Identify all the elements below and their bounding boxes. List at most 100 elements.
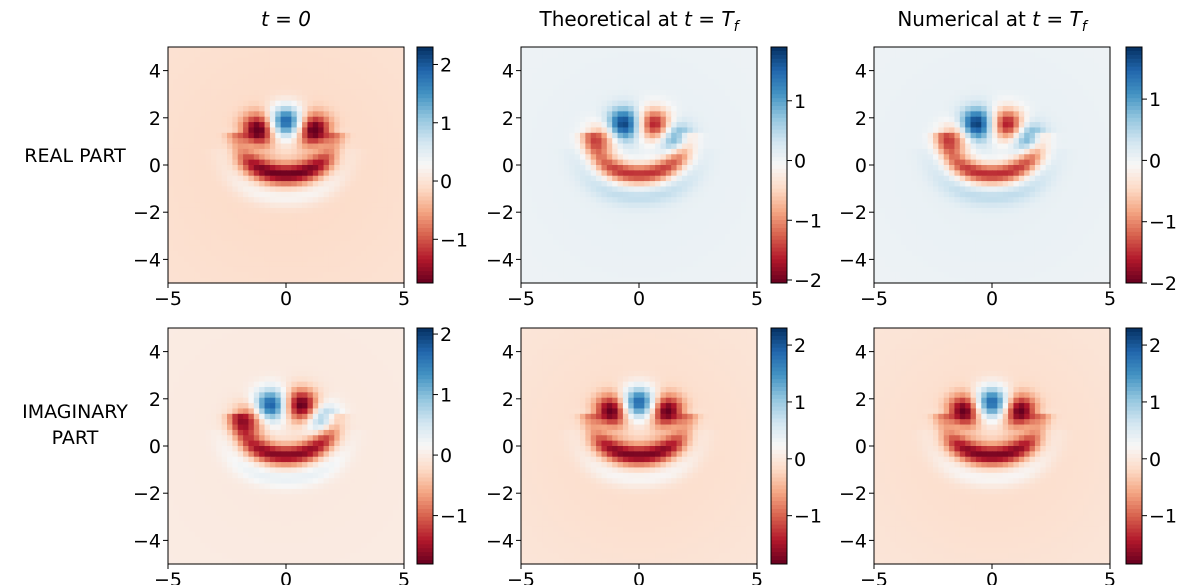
heatmap-cell [574,47,581,53]
heatmap-cell [216,266,223,273]
heatmap-cell [537,100,544,107]
heatmap-cell [735,261,742,268]
heatmap-cell [574,132,581,139]
heatmap-cell [382,122,389,129]
heatmap-cell [1061,111,1068,118]
heatmap-cell [205,175,212,182]
heatmap-cell [328,250,335,257]
heatmap-cell [612,170,619,177]
heatmap-cell [681,256,688,263]
heatmap-cell [724,218,731,225]
heatmap-cell [296,154,303,161]
heatmap-cell [393,234,400,241]
heatmap-cell [553,272,560,279]
heatmap-cell [531,229,538,236]
heatmap-cell [585,266,592,273]
heatmap-cell [189,266,196,273]
heatmap-cell [178,277,185,284]
heatmap-cell [345,245,351,252]
heatmap-cell [237,116,244,123]
heatmap-cell [248,148,255,155]
heatmap-cell [184,138,191,145]
heatmap-cell [312,256,319,263]
heatmap-cell [751,122,758,129]
heatmap-cell [371,272,378,279]
heatmap-cell [553,143,560,150]
heatmap-cell [227,240,233,247]
heatmap-cell [617,52,624,59]
heatmap-cell [393,202,400,209]
heatmap-cell [269,116,276,123]
heatmap-cell [366,154,373,161]
heatmap-cell [622,213,629,220]
heatmap-cell [1093,148,1100,155]
heatmap-cell [521,261,527,268]
heatmap-cell [751,240,758,247]
heatmap-cell [981,52,988,59]
heatmap-cell [1040,132,1047,139]
heatmap-cell [601,73,608,80]
heatmap-cell [735,207,742,214]
heatmap-cell [216,132,223,139]
heatmap-cell [585,47,592,53]
heatmap-cell [253,148,260,155]
colorbar-tick-label: 0 [440,171,452,193]
heatmap-cell [259,240,266,247]
heatmap-cell [1099,116,1106,123]
heatmap-cell [173,197,180,204]
heatmap-cell [253,63,260,70]
heatmap-cell [221,63,228,70]
heatmap-cell [382,89,389,96]
heatmap-cell [943,148,950,155]
heatmap-cell [275,122,282,129]
y-tick-label: 0 [149,155,161,177]
heatmap-cell [959,47,966,53]
heatmap-cell [280,245,287,252]
heatmap-cell [296,73,303,80]
heatmap-cell [1072,148,1079,155]
heatmap-cell [1099,63,1106,70]
heatmap-cell [596,277,603,284]
heatmap-cell [194,52,201,59]
heatmap-cell [724,116,731,123]
heatmap-cell [393,111,400,118]
colorbar-segment [417,153,433,158]
heatmap-cell [606,218,613,225]
heatmap-cell [366,89,373,96]
heatmap-cell [671,240,678,247]
heatmap-cell [874,116,880,123]
heatmap-cell [970,127,977,134]
heatmap-cell [542,47,549,53]
heatmap-cell [291,57,298,64]
heatmap-cell [537,202,544,209]
heatmap-cell [227,224,233,230]
heatmap-cell [547,207,554,214]
heatmap-cell [526,132,533,139]
heatmap-cell [965,122,972,129]
heatmap-cell [361,175,368,182]
heatmap-cell [1083,111,1090,118]
heatmap-cell [382,68,389,75]
heatmap-cell [730,111,737,118]
heatmap-cell [296,52,303,59]
heatmap-cell [350,181,357,188]
heatmap-cell [1104,127,1111,134]
heatmap-cell [1056,116,1063,123]
heatmap-cell [906,73,913,80]
heatmap-cell [296,175,303,182]
heatmap-cell [189,218,196,225]
heatmap-cell [569,207,576,214]
heatmap-cell [547,266,554,273]
heatmap-cell [286,240,292,247]
heatmap-cell [580,132,586,139]
heatmap-cell [200,165,207,171]
heatmap-cell [334,52,341,59]
heatmap-cell [371,148,378,155]
heatmap-cell [328,84,335,91]
heatmap-cell [735,229,742,236]
heatmap-cell [521,234,527,241]
heatmap-cell [312,175,319,182]
heatmap-cell [248,202,255,209]
heatmap-cell [243,218,250,225]
heatmap-cell [1067,100,1074,107]
